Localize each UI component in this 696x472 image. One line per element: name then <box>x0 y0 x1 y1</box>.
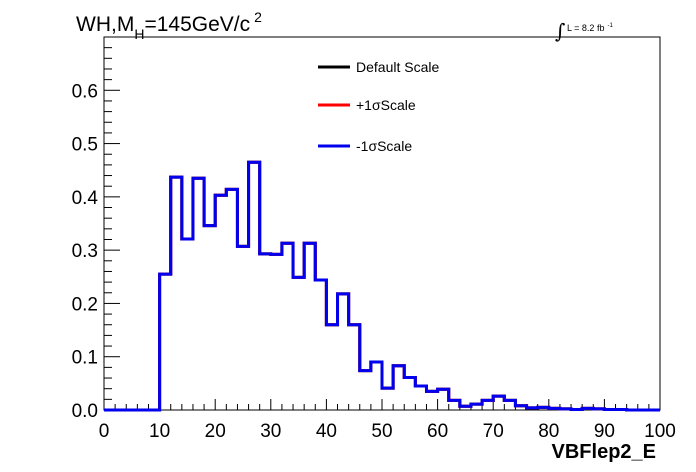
x-tick-label: 20 <box>205 421 226 442</box>
lumi-text: L = 8.2 fb <box>567 23 604 33</box>
lumi-superscript: -1 <box>607 23 613 29</box>
title-subscript: H <box>134 26 144 42</box>
lumi-label: L = 8.2 fb -1 <box>567 23 613 33</box>
y-tick-label: 0.2 <box>72 294 98 315</box>
y-tick-label: 0.6 <box>72 81 98 102</box>
legend-label-default: Default Scale <box>356 59 439 75</box>
y-tick-label: 0.4 <box>72 188 99 209</box>
series-lines <box>104 160 660 412</box>
series-line-2 <box>104 160 660 412</box>
x-axis-label: VBFlep2_E <box>552 441 656 463</box>
x-tick-label: 30 <box>260 421 281 442</box>
x-tick-label: 60 <box>427 421 448 442</box>
chart-title: WH,MH=145GeV/c 2 <box>76 9 262 42</box>
x-tick-label: 0 <box>99 421 110 442</box>
y-tick-label: 0.5 <box>72 135 98 156</box>
y-tick-labels: 0.0 0.1 0.2 0.3 0.4 0.5 0.6 <box>72 81 99 422</box>
title-main: WH,M <box>76 13 134 36</box>
x-tick-label: 80 <box>538 421 559 442</box>
y-tick-label: 0.1 <box>72 348 98 369</box>
legend: Default Scale +1σScale -1σScale <box>318 59 439 154</box>
x-tick-label: 90 <box>594 421 615 442</box>
x-tick-label: 50 <box>371 421 392 442</box>
x-tick-label: 40 <box>316 421 337 442</box>
x-tick-label: 10 <box>149 421 170 442</box>
x-tick-label: 100 <box>644 421 676 442</box>
integral-sign: ∫ <box>555 19 565 43</box>
legend-label-plus1sigma: +1σScale <box>356 97 416 113</box>
y-tick-label: 0.3 <box>72 241 98 262</box>
title-rest: =145GeV/c <box>144 13 250 36</box>
x-tick-label: 70 <box>483 421 504 442</box>
legend-label-minus1sigma: -1σScale <box>356 138 412 154</box>
y-tick-label: 0.0 <box>72 401 98 422</box>
title-superscript: 2 <box>254 9 262 25</box>
x-tick-labels: 0 10 20 30 40 50 60 70 80 90 100 <box>99 421 676 442</box>
